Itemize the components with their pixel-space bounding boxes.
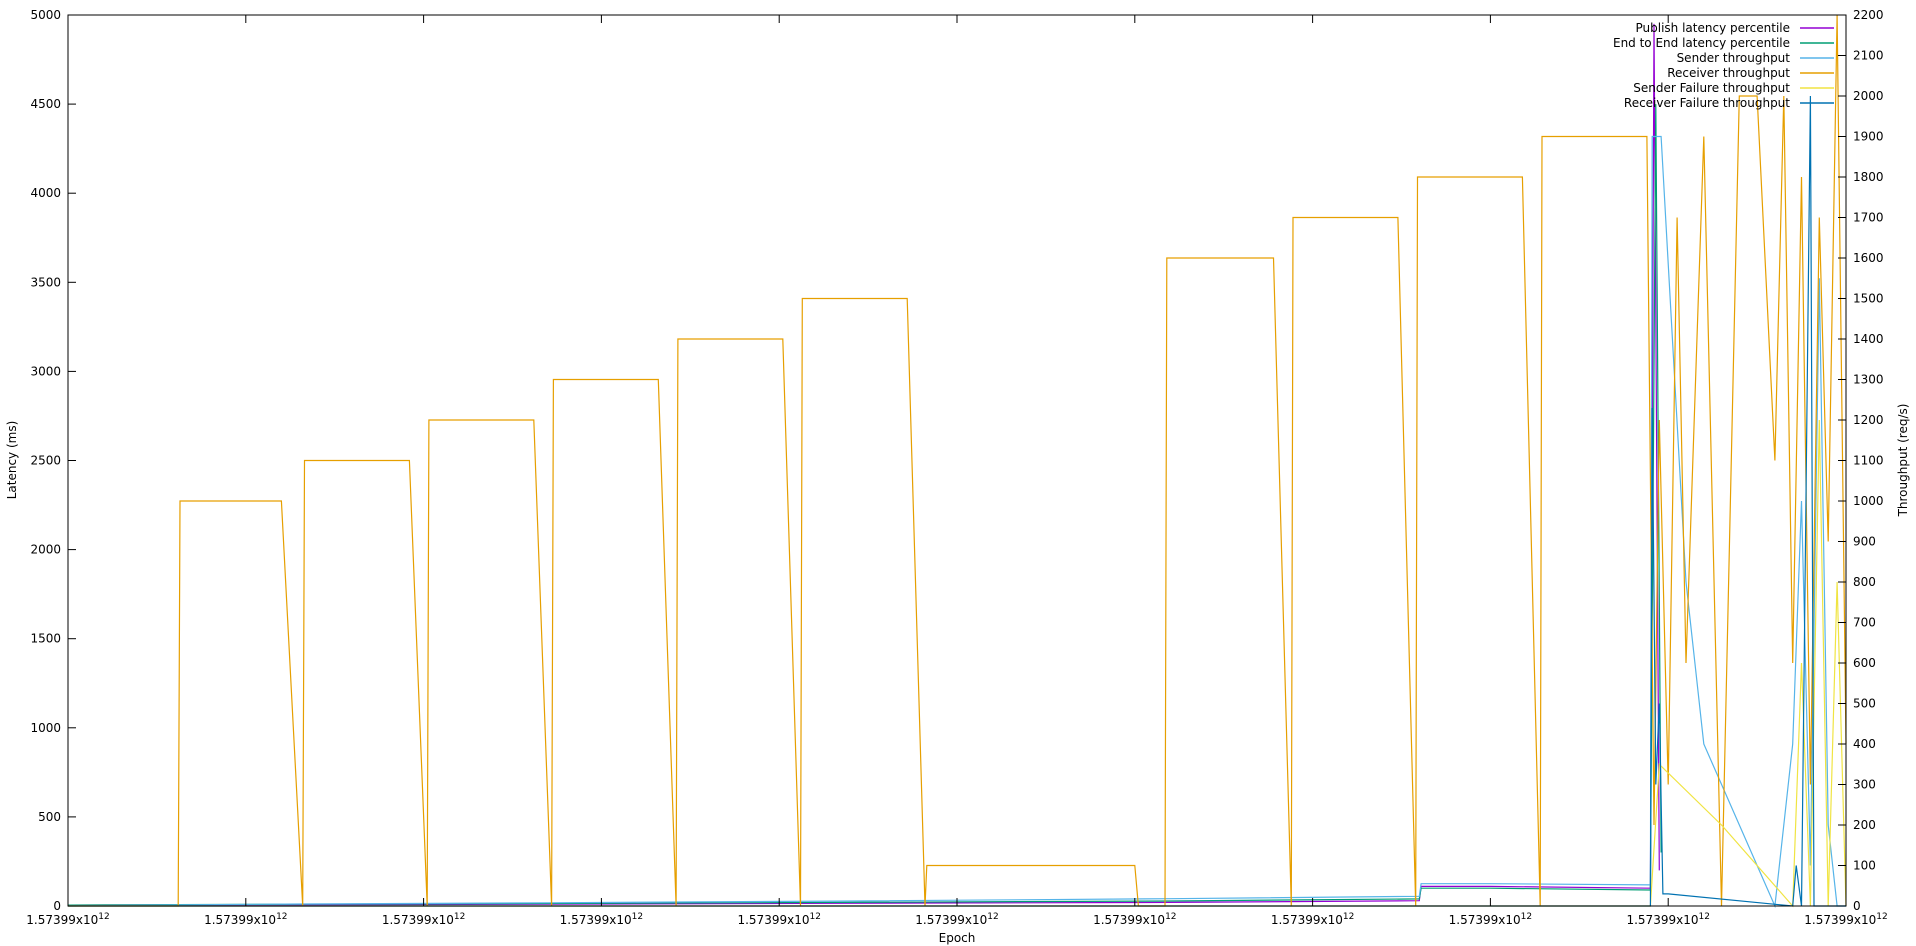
y-axis-ticks: 0 500 1000 1500 2000 2500 3000 3500 4000 4500 5000 (30, 8, 76, 913)
y-tick-label: 1500 (30, 632, 61, 646)
x-tick-label: 1.57399x1012 (1626, 912, 1709, 927)
y2-tick-label: 2200 (1853, 8, 1884, 22)
legend-label: Receiver Failure throughput (1624, 96, 1790, 110)
y2-tick-label: 1000 (1853, 494, 1884, 508)
y-tick-label: 2500 (30, 454, 61, 468)
y2-axis-ticks: 0 100 200 300 400 500 600 700 800 900 1000 1100 1200… (1838, 8, 1884, 913)
y-tick-label: 3000 (30, 364, 61, 378)
x-tick-label: 1.57399x1012 (1093, 912, 1176, 927)
series-line-2 (67, 104, 1662, 906)
y2-axis-label: Throughput (req/s) (1896, 404, 1910, 518)
series-line-3 (67, 135, 1846, 909)
y2-tick-label: 1400 (1853, 332, 1884, 346)
y-tick-label: 0 (53, 899, 61, 913)
series-line-5 (68, 419, 1847, 908)
y-tick-label: 4000 (30, 186, 61, 200)
y2-tick-label: 600 (1853, 656, 1876, 670)
y-tick-label: 2000 (30, 543, 61, 557)
y2-tick-label: 500 (1853, 697, 1876, 711)
legend-label: Receiver throughput (1667, 66, 1790, 80)
y2-tick-label: 1700 (1853, 211, 1884, 225)
y-tick-label: 1000 (30, 721, 61, 735)
series-line-4 (68, 14, 1847, 907)
y2-tick-label: 700 (1853, 616, 1876, 630)
series-line-1 (67, 23, 1660, 906)
y2-tick-label: 1800 (1853, 170, 1884, 184)
x-tick-label: 1.57399x1012 (1271, 912, 1354, 927)
x-tick-label: 1.57399x1012 (1449, 912, 1532, 927)
y2-tick-label: 2100 (1853, 49, 1884, 63)
y2-tick-label: 200 (1853, 818, 1876, 832)
y2-tick-label: 1300 (1853, 373, 1884, 387)
legend-label: End to End latency percentile (1613, 36, 1790, 50)
y2-tick-label: 1500 (1853, 292, 1884, 306)
x-tick-label: 1.57399x1012 (1804, 912, 1887, 927)
legend-label: Sender Failure throughput (1633, 81, 1790, 95)
x-tick-label: 1.57399x1012 (26, 912, 109, 927)
y2-tick-label: 400 (1853, 737, 1876, 751)
y2-tick-label: 0 (1853, 899, 1861, 913)
x-axis-label: Epoch (939, 931, 976, 945)
y-tick-label: 4500 (30, 97, 61, 111)
x-axis-ticks: 1.57399x1012 1.57399x1012 1.57399x1012 1.57… (26, 15, 1888, 927)
series-line-6 (68, 95, 1846, 907)
series-layer (67, 14, 1847, 909)
y2-tick-label: 2000 (1853, 89, 1884, 103)
y2-tick-label: 1100 (1853, 454, 1884, 468)
y-axis-label: Latency (ms) (5, 421, 19, 500)
y-tick-label: 3500 (30, 275, 61, 289)
y2-tick-label: 1900 (1853, 130, 1884, 144)
y-tick-label: 5000 (30, 8, 61, 22)
legend-label: Publish latency percentile (1636, 21, 1791, 35)
y2-tick-label: 800 (1853, 575, 1876, 589)
y2-tick-label: 100 (1853, 859, 1876, 873)
x-tick-label: 1.57399x1012 (737, 912, 820, 927)
x-tick-label: 1.57399x1012 (915, 912, 998, 927)
y-tick-label: 500 (38, 810, 61, 824)
x-tick-label: 1.57399x1012 (382, 912, 465, 927)
y2-tick-label: 1200 (1853, 413, 1884, 427)
x-tick-label: 1.57399x1012 (560, 912, 643, 927)
y2-tick-label: 300 (1853, 778, 1876, 792)
x-tick-label: 1.57399x1012 (204, 912, 287, 927)
y2-tick-label: 1600 (1853, 251, 1884, 265)
legend-label: Sender throughput (1677, 51, 1791, 65)
y2-tick-label: 900 (1853, 535, 1876, 549)
